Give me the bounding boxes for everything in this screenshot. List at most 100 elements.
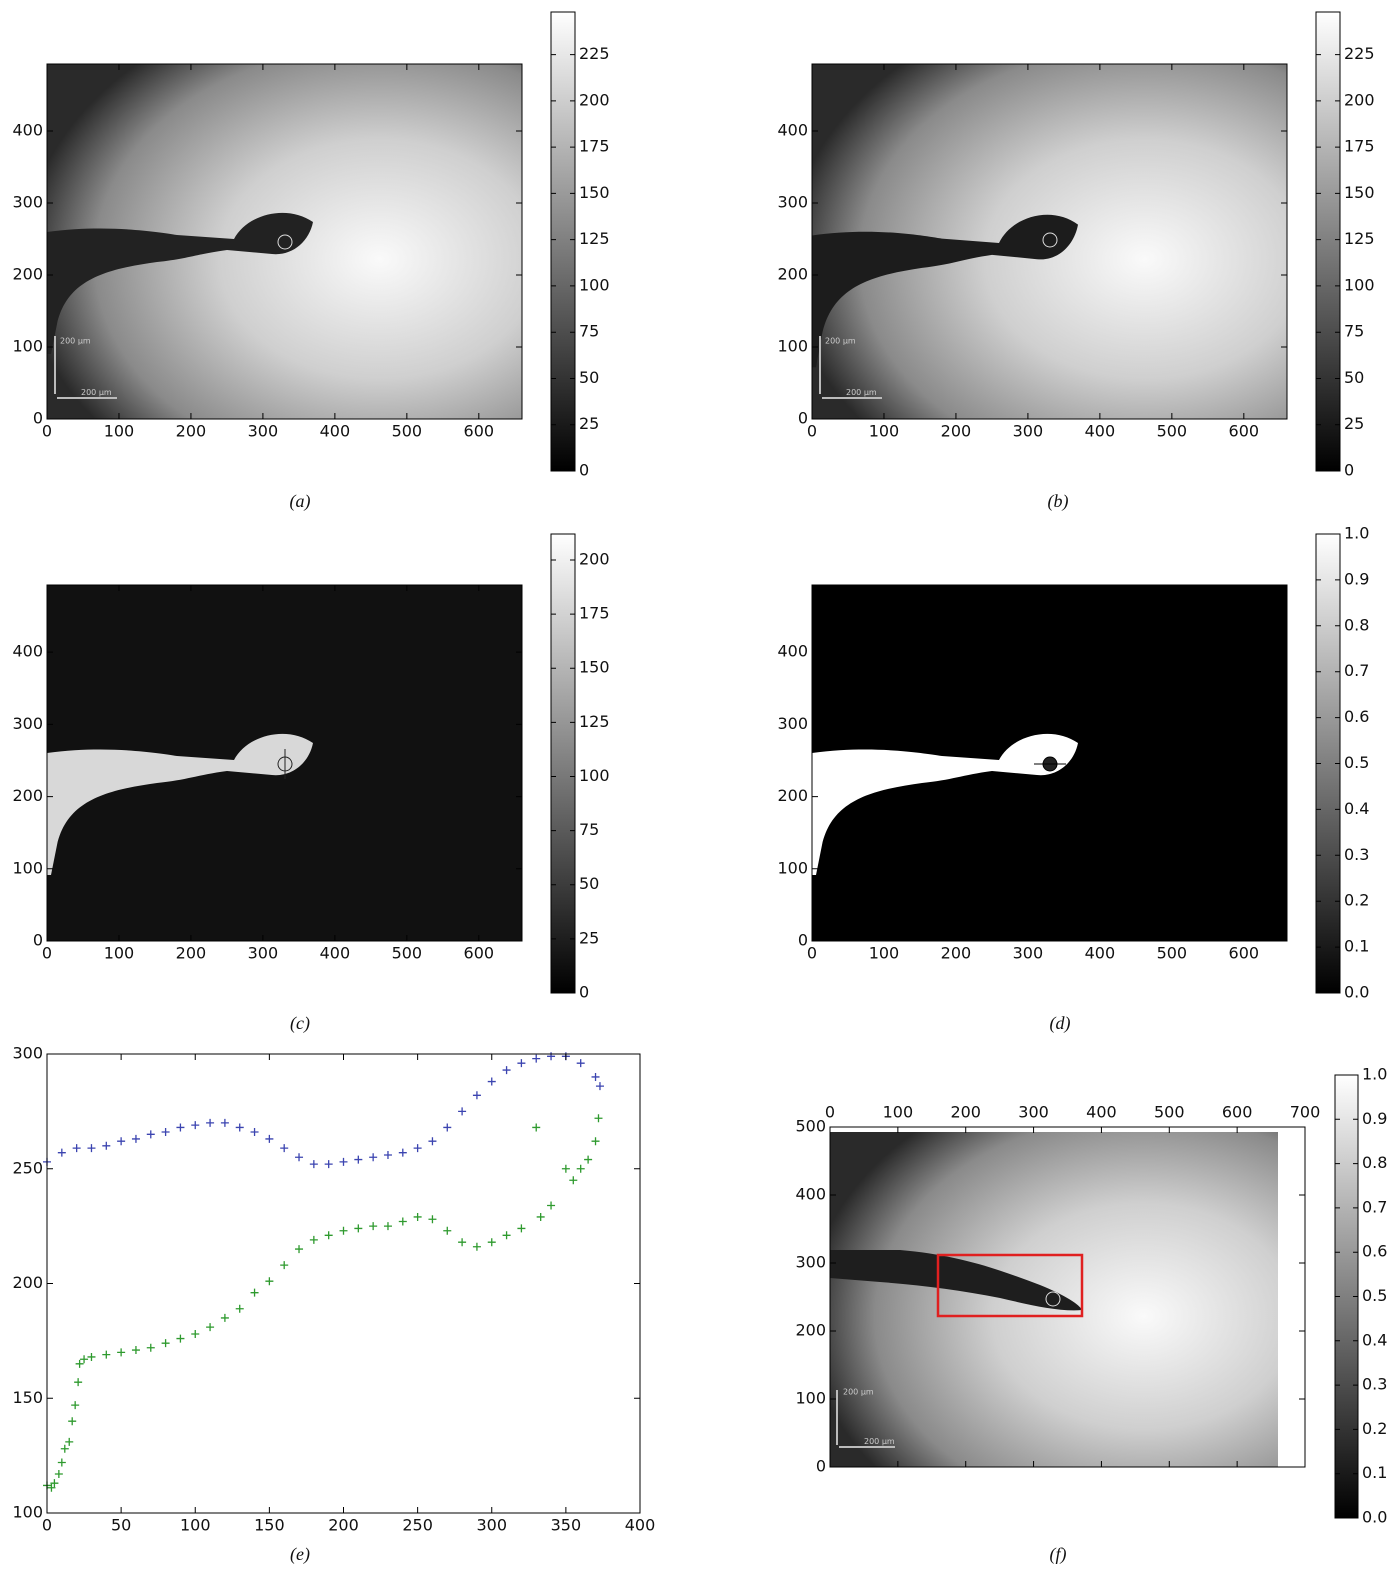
point [80, 1355, 89, 1364]
x-tick-label: 400 [1086, 1103, 1117, 1122]
colorbar-tick-label: 100 [579, 766, 610, 785]
colorbar-tick-label: 1.0 [1362, 1065, 1387, 1084]
point [413, 1212, 422, 1221]
point [206, 1323, 215, 1332]
x-tick-label: 100 [869, 944, 900, 963]
colorbar-tick-label: 75 [579, 820, 599, 839]
point [502, 1066, 511, 1075]
point [383, 1150, 392, 1159]
point [532, 1123, 541, 1132]
x-tick-label: 300 [1018, 1103, 1049, 1122]
x-tick-label: 300 [476, 1516, 507, 1535]
point [191, 1121, 200, 1130]
x-tick-label: 100 [883, 1103, 914, 1122]
colorbar-tick-label: 225 [1344, 44, 1375, 63]
colorbar-tick-label: 225 [579, 44, 610, 63]
point [235, 1304, 244, 1313]
point [547, 1201, 556, 1210]
axes-frame [46, 63, 523, 420]
colorbar-tick-label: 0.4 [1362, 1330, 1387, 1349]
colorbar [550, 533, 576, 994]
x-tick-label: 600 [1222, 1103, 1253, 1122]
caption: (e) [290, 1544, 310, 1565]
point [191, 1329, 200, 1338]
y-tick-label: 200 [12, 264, 43, 283]
point [146, 1343, 155, 1352]
colorbar-tick-label: 50 [1344, 368, 1364, 387]
y-tick-label: 100 [12, 336, 43, 355]
colorbar-tick-label: 0.5 [1362, 1286, 1387, 1305]
colorbar-tick-label: 25 [579, 928, 599, 947]
point [309, 1235, 318, 1244]
x-tick-label: 100 [869, 422, 900, 441]
point [65, 1437, 74, 1446]
y-tick-label: 100 [777, 858, 808, 877]
x-tick-label: 600 [464, 944, 495, 963]
point [295, 1153, 304, 1162]
colorbar-tick-label: 200 [579, 90, 610, 109]
y-tick-label: 0 [798, 409, 808, 428]
point [369, 1153, 378, 1162]
y-tick-label: 150 [12, 1388, 43, 1407]
point [206, 1118, 215, 1127]
image-c [47, 585, 522, 941]
x-tick-label: 400 [625, 1516, 656, 1535]
colorbar-tick-label: 1.0 [1344, 524, 1369, 543]
point [443, 1226, 452, 1235]
point [354, 1155, 363, 1164]
colorbar [1315, 11, 1341, 472]
point [576, 1164, 585, 1173]
caption: (a) [290, 491, 311, 512]
y-tick-label: 200 [12, 1273, 43, 1292]
x-tick-label: 200 [328, 1516, 359, 1535]
x-tick-label: 300 [248, 944, 279, 963]
colorbar-tick-label: 200 [579, 549, 610, 568]
point [458, 1238, 467, 1247]
x-tick-label: 200 [176, 944, 207, 963]
point [71, 1401, 80, 1410]
point [309, 1160, 318, 1169]
x-tick-label: 300 [1013, 422, 1044, 441]
point [443, 1123, 452, 1132]
colorbar-tick-label: 175 [579, 604, 610, 623]
y-tick-label: 400 [777, 120, 808, 139]
colorbar-tick-label: 200 [1344, 90, 1375, 109]
y-tick-label: 300 [777, 714, 808, 733]
point [176, 1123, 185, 1132]
point [517, 1224, 526, 1233]
x-tick-label: 0 [42, 422, 52, 441]
plot-area [47, 1054, 640, 1513]
image-d [812, 585, 1287, 941]
image-f [830, 1132, 1278, 1467]
point [472, 1242, 481, 1251]
colorbar-tick-label: 0.4 [1344, 799, 1369, 818]
point [502, 1231, 511, 1240]
y-tick-label: 300 [777, 192, 808, 211]
x-tick-label: 500 [1157, 422, 1188, 441]
point [280, 1144, 289, 1153]
colorbar-tick-label: 75 [579, 322, 599, 341]
y-tick-label: 0 [33, 931, 43, 950]
point [87, 1352, 96, 1361]
caption: (b) [1048, 491, 1069, 512]
scale-bar-label: 200 µm [81, 388, 112, 397]
x-tick-label: 300 [248, 422, 279, 441]
colorbar-tick-label: 100 [579, 275, 610, 294]
colorbar-tick-label: 125 [1344, 229, 1375, 248]
point [339, 1226, 348, 1235]
x-tick-label: 300 [1013, 944, 1044, 963]
x-tick-label: 400 [1085, 944, 1116, 963]
caption: (f) [1050, 1544, 1067, 1565]
colorbar-tick-label: 25 [1344, 414, 1364, 433]
point [265, 1277, 274, 1286]
x-tick-label: 400 [320, 422, 351, 441]
point [458, 1107, 467, 1116]
point [117, 1348, 126, 1357]
y-tick-label: 100 [777, 336, 808, 355]
colorbar-tick-label: 0.7 [1344, 661, 1369, 680]
colorbar-tick-label: 0.0 [1362, 1508, 1387, 1527]
colorbar-tick-label: 0.0 [1344, 983, 1369, 1002]
point [561, 1164, 570, 1173]
